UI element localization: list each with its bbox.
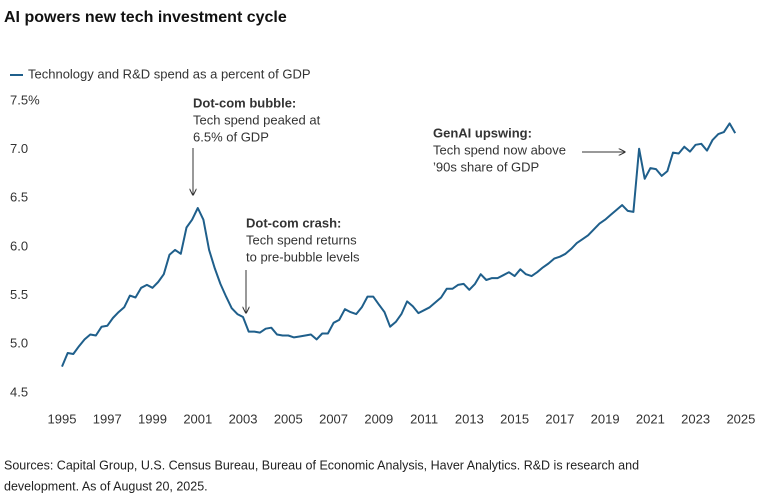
chart-title: AI powers new tech investment cycle bbox=[4, 9, 287, 26]
x-tick-label: 2005 bbox=[274, 411, 303, 426]
x-tick-label: 2001 bbox=[183, 411, 212, 426]
x-tick-label: 2023 bbox=[681, 411, 710, 426]
x-tick-label: 2017 bbox=[545, 411, 574, 426]
y-tick-label: 5.0 bbox=[10, 336, 28, 351]
x-tick-label: 2021 bbox=[636, 411, 665, 426]
x-tick-label: 1995 bbox=[48, 411, 77, 426]
y-tick-label: 6.0 bbox=[10, 238, 28, 253]
annotation-title: GenAI upswing: bbox=[433, 125, 532, 140]
annotation-text: Tech spend now above bbox=[433, 142, 566, 157]
legend-label: Technology and R&D spend as a percent of… bbox=[28, 66, 311, 81]
annotation-text: Tech spend returns bbox=[246, 232, 357, 247]
x-tick-label: 2009 bbox=[364, 411, 393, 426]
x-tick-label: 1997 bbox=[93, 411, 122, 426]
annotation-text: Tech spend peaked at bbox=[193, 112, 321, 127]
x-tick-label: 2025 bbox=[726, 411, 755, 426]
x-tick-label: 2019 bbox=[591, 411, 620, 426]
y-tick-label: 5.5 bbox=[10, 287, 28, 302]
x-tick-label: 2003 bbox=[229, 411, 258, 426]
y-tick-label: 4.5 bbox=[10, 384, 28, 399]
x-tick-label: 2015 bbox=[500, 411, 529, 426]
x-tick-label: 1999 bbox=[138, 411, 167, 426]
x-tick-label: 2013 bbox=[455, 411, 484, 426]
data-line bbox=[61, 122, 737, 367]
footnote: development. As of August 20, 2025. bbox=[4, 479, 208, 493]
annotation-title: Dot-com crash: bbox=[246, 215, 341, 230]
x-tick-label: 2011 bbox=[410, 411, 438, 426]
y-tick-label: 7.5% bbox=[10, 92, 40, 107]
x-tick-label: 2007 bbox=[319, 411, 348, 426]
y-tick-label: 7.0 bbox=[10, 141, 28, 156]
y-tick-label: 6.5 bbox=[10, 190, 28, 205]
annotation-text: ’90s share of GDP bbox=[433, 159, 539, 174]
footnote: Sources: Capital Group, U.S. Census Bure… bbox=[4, 458, 639, 472]
annotation-title: Dot-com bubble: bbox=[193, 95, 296, 110]
annotation-text: to pre-bubble levels bbox=[246, 249, 360, 264]
annotation-text: 6.5% of GDP bbox=[193, 129, 269, 144]
